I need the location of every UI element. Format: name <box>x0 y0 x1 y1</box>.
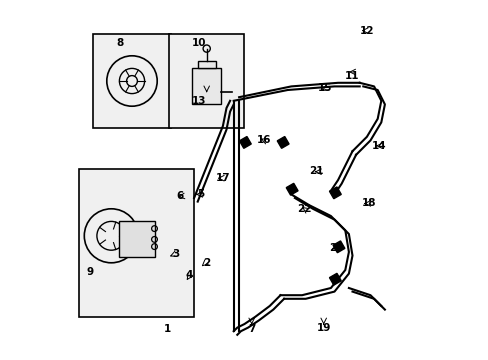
Text: 6: 6 <box>176 191 183 201</box>
Text: 1: 1 <box>163 324 170 334</box>
Bar <box>332 241 344 253</box>
Text: 14: 14 <box>371 141 386 151</box>
Text: 17: 17 <box>215 173 230 183</box>
Text: 10: 10 <box>192 38 206 48</box>
Text: 8: 8 <box>117 38 123 48</box>
Text: 5: 5 <box>197 189 204 199</box>
Text: 7: 7 <box>247 324 255 334</box>
Text: 18: 18 <box>361 198 375 208</box>
Text: 3: 3 <box>172 249 180 259</box>
Bar <box>118 221 154 257</box>
Text: 9: 9 <box>86 267 93 277</box>
Bar <box>277 136 288 148</box>
Bar <box>93 34 170 128</box>
Bar <box>197 61 215 68</box>
Bar <box>329 273 341 285</box>
Text: 11: 11 <box>345 71 359 81</box>
Text: 15: 15 <box>318 83 332 93</box>
Bar <box>329 187 341 199</box>
Text: 22: 22 <box>296 204 310 214</box>
Bar <box>285 183 298 195</box>
Bar <box>239 136 251 148</box>
Text: 13: 13 <box>192 96 206 106</box>
Text: 12: 12 <box>359 26 373 36</box>
Bar <box>168 34 244 128</box>
Bar <box>192 68 221 104</box>
Text: 4: 4 <box>184 270 192 280</box>
Text: 16: 16 <box>257 135 271 145</box>
Bar <box>79 169 194 317</box>
Text: 20: 20 <box>328 243 343 253</box>
Text: 19: 19 <box>316 323 330 333</box>
Text: 21: 21 <box>308 166 323 176</box>
Text: 2: 2 <box>203 258 210 268</box>
